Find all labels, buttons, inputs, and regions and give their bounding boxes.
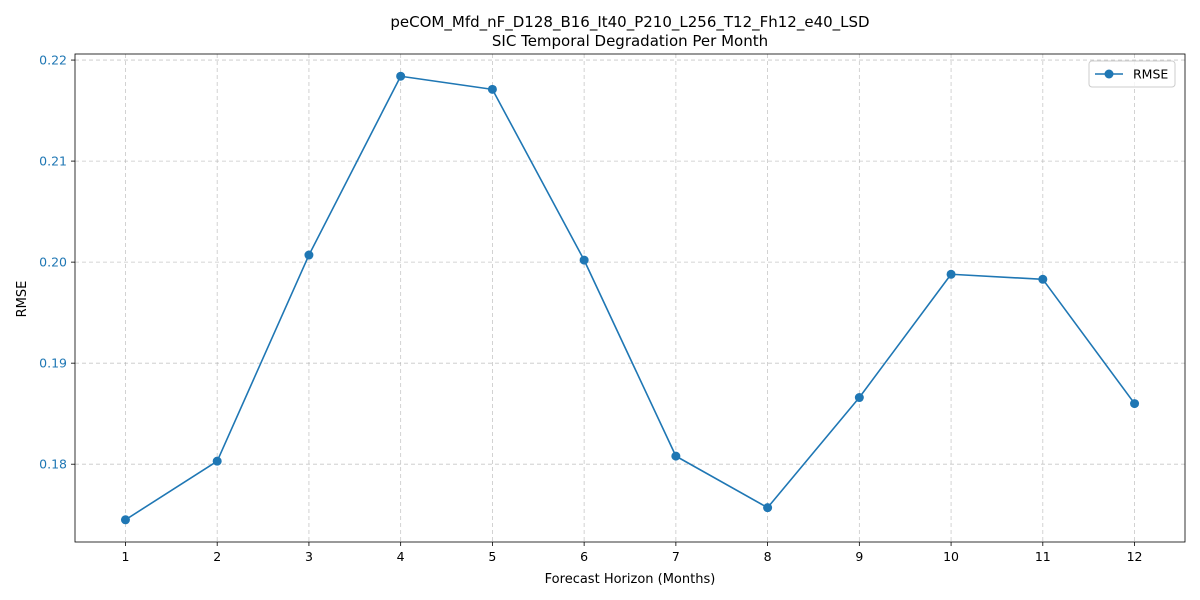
- chart-title: peCOM_Mfd_nF_D128_B16_It40_P210_L256_T12…: [390, 13, 869, 32]
- x-tick-label: 12: [1127, 549, 1143, 564]
- x-tick-label: 5: [488, 549, 496, 564]
- data-point: [1130, 399, 1140, 409]
- x-tick-label: 1: [121, 549, 129, 564]
- x-tick-label: 7: [672, 549, 680, 564]
- x-axis-label: Forecast Horizon (Months): [545, 572, 716, 587]
- legend: RMSE: [1088, 60, 1176, 88]
- y-tick-label: 0.21: [39, 154, 67, 169]
- legend-label: RMSE: [1133, 67, 1168, 82]
- legend-box: [1088, 60, 1176, 88]
- y-axis-label: RMSE: [15, 281, 30, 318]
- data-point: [120, 515, 130, 525]
- chart-subtitle: SIC Temporal Degradation Per Month: [492, 32, 768, 50]
- y-tick-label: 0.22: [39, 53, 67, 68]
- x-tick-label: 11: [1035, 549, 1051, 564]
- x-tick-label: 6: [580, 549, 588, 564]
- data-point: [304, 250, 314, 260]
- x-tick-label: 3: [305, 549, 313, 564]
- tick-marks: 1 2 3 4 5 6 7 8 9 10 11 120.180.190.200.210.22: [39, 53, 1142, 564]
- data-point: [763, 503, 773, 513]
- data-point: [487, 84, 497, 94]
- y-tick-label: 0.20: [39, 255, 67, 270]
- data-point: [396, 71, 406, 81]
- grid-lines: [75, 54, 1185, 542]
- data-point: [212, 456, 222, 466]
- data-point: [579, 255, 589, 265]
- x-tick-label: 8: [764, 549, 772, 564]
- x-tick-label: 10: [943, 549, 959, 564]
- x-tick-label: 2: [213, 549, 221, 564]
- data-point: [671, 451, 681, 461]
- x-tick-label: 4: [397, 549, 405, 564]
- y-tick-label: 0.19: [39, 356, 67, 371]
- legend-swatch-marker: [1104, 69, 1114, 79]
- series-line-rmse: [125, 75, 1136, 521]
- data-point: [854, 393, 864, 403]
- data-point: [946, 269, 956, 279]
- x-tick-label: 9: [855, 549, 863, 564]
- axes: [74, 53, 1186, 543]
- series-layer: [120, 71, 1140, 525]
- plot-frame: [74, 53, 1186, 543]
- data-point: [1038, 274, 1048, 284]
- y-tick-label: 0.18: [39, 457, 67, 472]
